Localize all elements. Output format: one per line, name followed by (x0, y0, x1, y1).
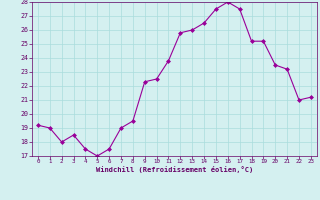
X-axis label: Windchill (Refroidissement éolien,°C): Windchill (Refroidissement éolien,°C) (96, 166, 253, 173)
